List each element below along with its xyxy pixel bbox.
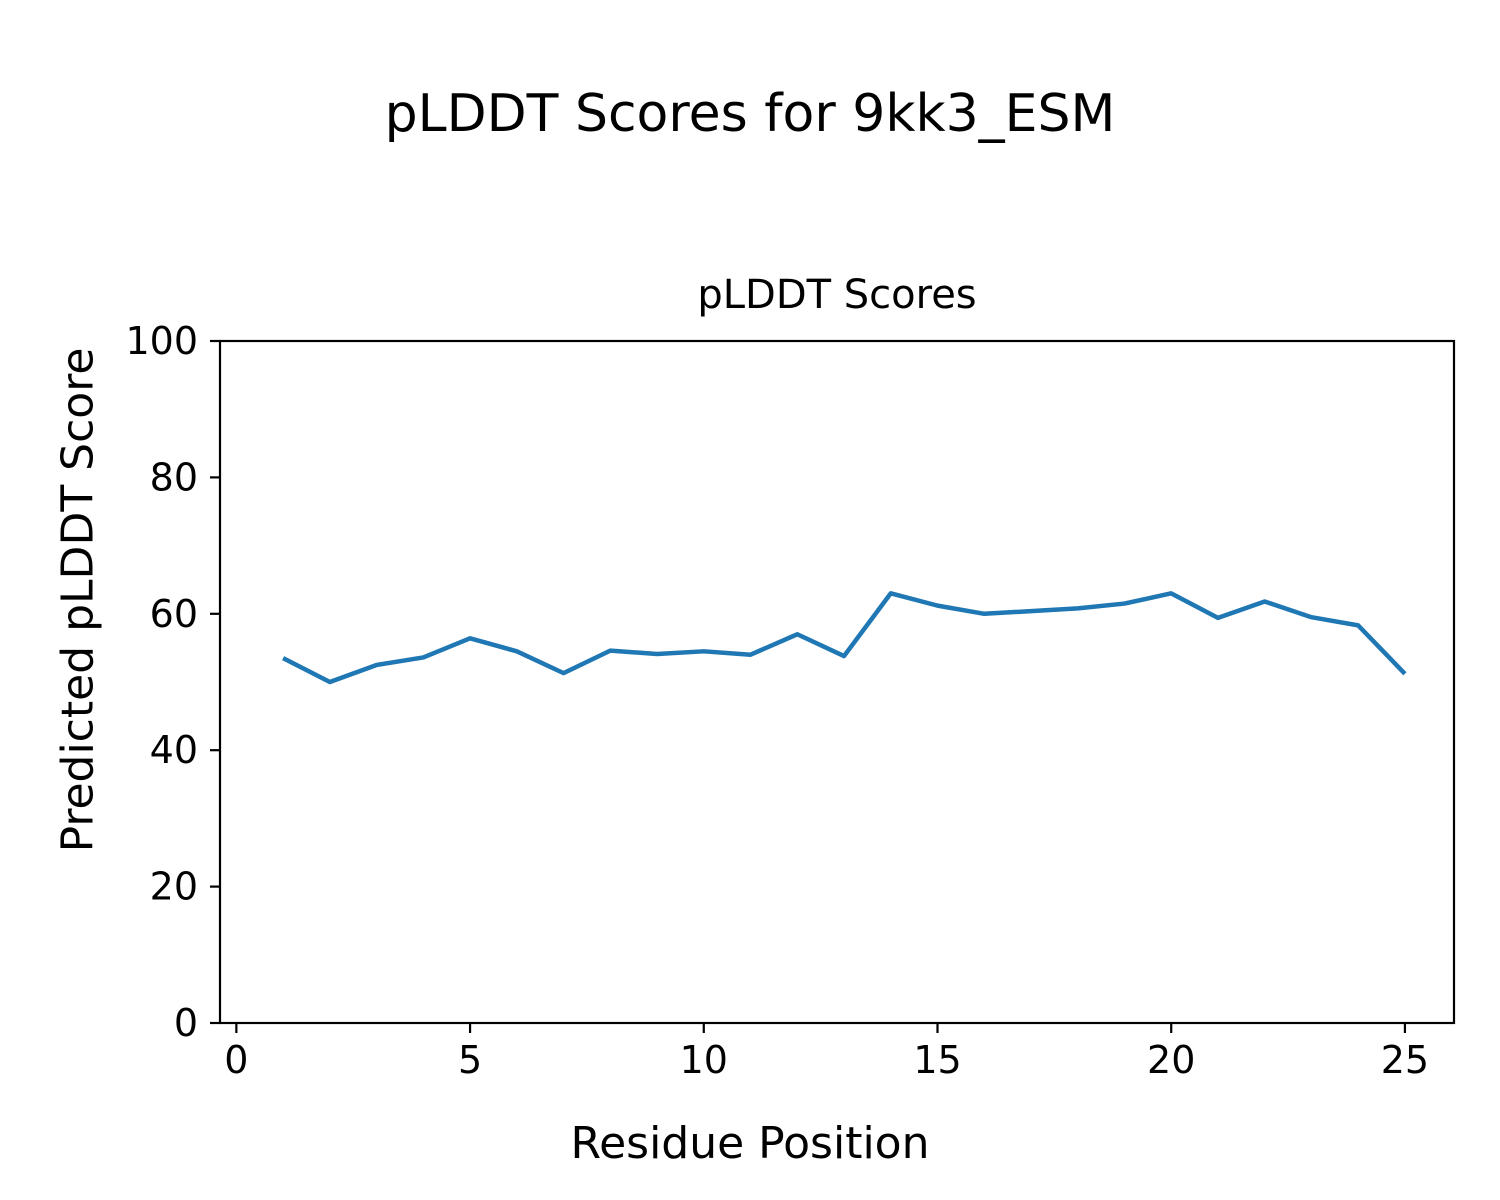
series-line-plddt [282, 591, 1407, 685]
y-tick-label: 40 [150, 728, 198, 772]
y-tick-label: 80 [150, 455, 198, 499]
y-tick-label: 60 [150, 592, 198, 636]
x-tick-label: 10 [680, 1038, 728, 1082]
x-tick-label: 25 [1381, 1038, 1429, 1082]
x-axis-label: Residue Position [570, 1118, 930, 1169]
x-tick-label: 5 [458, 1038, 482, 1082]
axes-box [218, 339, 1456, 1025]
x-tick-label: 15 [913, 1038, 961, 1082]
y-tick-label: 0 [174, 1001, 198, 1045]
axes-title: pLDDT Scores [697, 272, 977, 318]
figure-title: pLDDT Scores for 9kk3_ESM [384, 84, 1116, 144]
y-tick-label: 20 [150, 865, 198, 909]
x-tick-label: 20 [1147, 1038, 1195, 1082]
x-tick-label: 0 [224, 1038, 248, 1082]
y-tick-label: 100 [125, 319, 198, 363]
